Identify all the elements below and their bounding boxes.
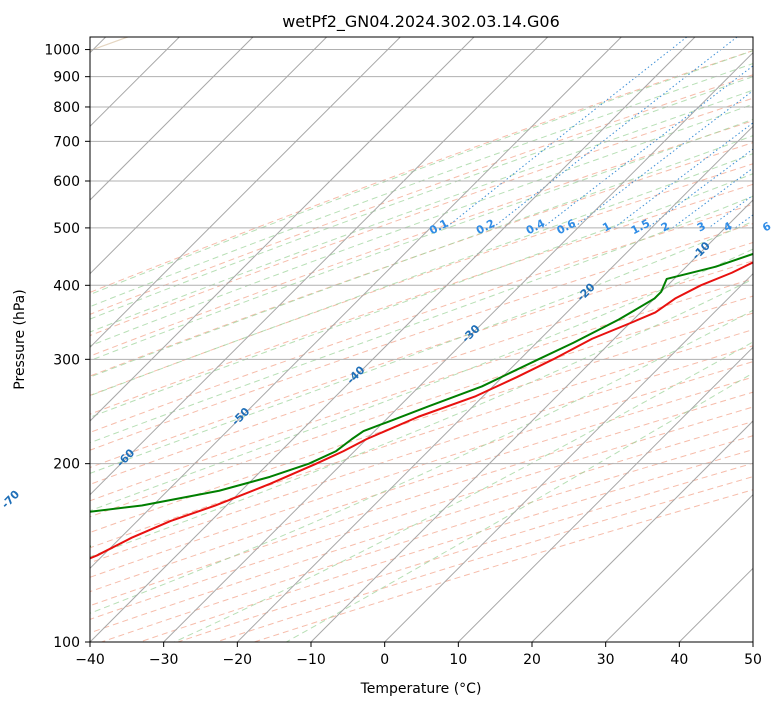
isobar-grid [90,49,753,642]
y-tick-label: 1000 [44,43,80,59]
isotherm-line [605,493,753,642]
mixing-ratio-line [542,65,753,229]
isotherm-line [531,420,753,642]
mixing-ratio-line [613,122,753,229]
isotherm-line [90,37,549,496]
dry-adiabat [90,241,753,469]
x-tick-label: −10 [296,652,326,668]
moist-adiabat [90,278,753,558]
isotherm-line [90,37,328,275]
moist-adiabat [90,76,753,320]
x-tick-label: 0 [380,652,389,668]
isotherm-line [90,37,696,642]
isotherm-line [90,37,622,570]
isotherm-line [236,125,753,642]
moist-adiabat [90,118,753,362]
dry-adiabat [90,74,753,315]
y-axis-ticks: 100 200 300 400 500 600 700 800 900 1000 [44,43,90,651]
y-tick-label: 400 [53,278,80,294]
x-tick-label: 40 [670,652,688,668]
moist-adiabat [90,62,753,308]
x-tick-label: −30 [149,652,179,668]
moist-adiabat [90,89,753,333]
line-label: -70 [0,488,22,511]
isotherm-line [310,199,753,642]
x-axis-ticks: −40 −30 −20 −10 0 10 20 30 40 50 [75,642,762,668]
y-tick-label: 200 [53,457,80,473]
x-tick-label: −20 [223,652,253,668]
dry-adiabat [90,295,753,518]
isotherm-line [384,272,753,642]
dry-adiabat [90,183,753,415]
moist-adiabat [90,195,753,444]
x-axis-label: Temperature (°C) [360,681,482,697]
y-tick-label: 500 [53,221,80,237]
moist-adiabat [90,173,753,418]
y-tick-label: 800 [53,100,80,116]
thermodynamic-background [90,37,753,642]
dry-adiabat [90,278,753,502]
x-tick-label: 20 [523,652,541,668]
x-tick-label: 10 [449,652,467,668]
x-tick-label: −40 [75,652,105,668]
x-tick-label: 50 [744,652,762,668]
dry-adiabat [90,391,753,607]
isotherm-line [90,37,254,201]
temperature-profile-line [90,261,753,560]
mixing-ratio-line [445,37,688,229]
isotherm-grid [90,37,753,642]
x-tick-label: 30 [597,652,615,668]
y-tick-label: 900 [53,70,80,86]
plot-frame [89,36,754,643]
profile-lines [90,252,753,560]
dry-adiabat [90,97,753,337]
y-axis-label: Pressure (hPa) [12,289,28,389]
dry-adiabat [90,329,753,549]
line-label: 0 [773,238,775,253]
plot-background [90,37,753,642]
line-label: 6 [760,219,773,234]
dewpoint-profile-line [90,252,753,548]
y-tick-label: 300 [53,352,80,368]
isotherm-line [163,51,753,642]
isotherm-line [90,37,475,422]
y-tick-label: 600 [53,174,80,190]
moist-adiabat [90,248,753,512]
moist-adiabat [90,50,753,296]
y-tick-label: 100 [53,635,80,651]
chart-title: wetPf2_GN04.2024.302.03.14.G06 [282,12,560,32]
mixing-ratio-line [492,37,738,229]
dry-adiabat [90,203,753,433]
isotherm-line [90,37,401,349]
isotherm-line [752,641,753,642]
isotherm-line [457,346,753,642]
y-tick-label: 700 [53,134,80,150]
moist-adiabat [90,153,753,397]
